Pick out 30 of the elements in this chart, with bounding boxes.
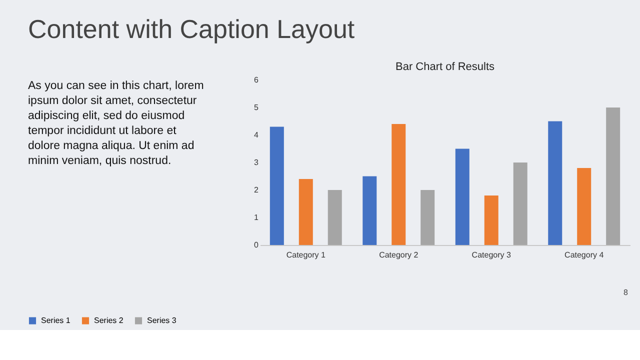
text: As you can see in this chart, lorem ipsum dolor sit amet, consectetur adipiscing elit, sed do eiusmod tempor incididunt ut labore et dolore magna aliqua. Ut enim ad minim veniam, quis nostrud. bbox=[28, 80, 204, 167]
y-tick-label: 2 bbox=[254, 186, 260, 194]
bar bbox=[362, 176, 377, 245]
bar bbox=[606, 108, 620, 245]
legend-label: Series 3 bbox=[147, 316, 177, 325]
bar bbox=[484, 196, 498, 245]
x-tick-label: Category 3 bbox=[472, 250, 512, 260]
bar bbox=[548, 121, 562, 245]
x-tick-label: Category 1 bbox=[286, 250, 326, 260]
x-tick-label: Category 2 bbox=[379, 250, 419, 260]
x-tick-label: Category 4 bbox=[564, 250, 604, 260]
y-tick-label: 5 bbox=[254, 103, 260, 112]
bar bbox=[577, 168, 592, 245]
legend-label: Series 2 bbox=[94, 316, 124, 325]
bar bbox=[298, 179, 313, 245]
bar bbox=[420, 190, 435, 245]
bar bbox=[270, 126, 284, 245]
y-tick-label: 6 bbox=[254, 76, 260, 84]
y-tick-label: 4 bbox=[254, 130, 260, 140]
text: 8 bbox=[624, 288, 629, 297]
bar bbox=[513, 162, 528, 245]
chart-title: Bar Chart of Results bbox=[395, 61, 496, 73]
y-tick-label: 0 bbox=[254, 240, 260, 250]
bar bbox=[328, 190, 342, 245]
bar bbox=[455, 148, 470, 245]
y-tick-label: 3 bbox=[254, 158, 260, 167]
legend-label: Series 1 bbox=[41, 316, 71, 325]
text: Content with Caption Layout bbox=[28, 14, 356, 44]
y-tick-label: 1 bbox=[254, 213, 260, 222]
bar bbox=[392, 124, 406, 245]
